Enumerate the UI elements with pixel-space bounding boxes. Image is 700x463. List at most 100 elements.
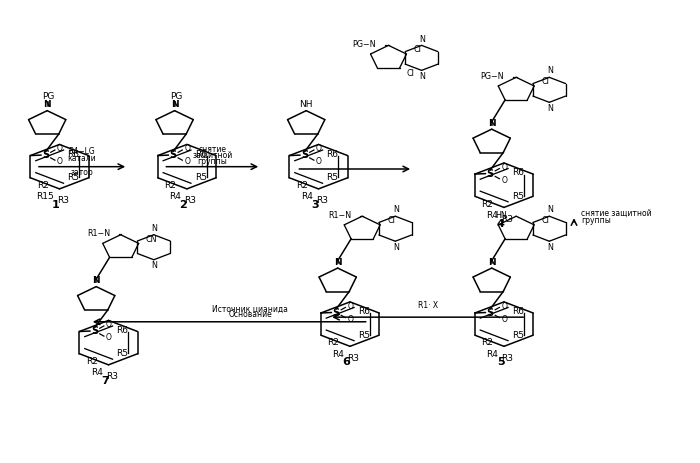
Text: Cl: Cl <box>414 45 421 54</box>
Text: S: S <box>301 150 309 160</box>
Text: N: N <box>393 206 399 214</box>
Text: O: O <box>316 144 322 153</box>
Text: Cl: Cl <box>406 69 414 78</box>
Text: PG−N: PG−N <box>480 72 503 81</box>
Text: R4: R4 <box>301 192 313 201</box>
Text: R5: R5 <box>195 173 207 182</box>
Text: R6: R6 <box>195 150 207 159</box>
Text: R5: R5 <box>116 349 129 358</box>
Text: N: N <box>419 35 425 44</box>
Text: R15: R15 <box>36 192 54 201</box>
Text: R5: R5 <box>326 173 339 182</box>
Text: Основание: Основание <box>228 311 272 319</box>
Text: N: N <box>488 258 496 267</box>
Text: R4: R4 <box>91 368 103 377</box>
Text: O: O <box>106 333 112 342</box>
Text: O: O <box>501 163 508 172</box>
Text: S: S <box>91 326 99 336</box>
Text: O: O <box>57 144 63 153</box>
Text: N: N <box>151 224 158 233</box>
Text: CN: CN <box>146 235 158 244</box>
Text: O: O <box>57 157 63 166</box>
Text: S: S <box>486 169 494 179</box>
Text: R1· X: R1· X <box>418 301 438 310</box>
Text: затор: затор <box>71 168 93 177</box>
Text: R6: R6 <box>326 150 339 159</box>
Text: Cl: Cl <box>541 77 550 86</box>
Text: R2: R2 <box>164 181 176 190</box>
Text: N: N <box>43 100 51 109</box>
Text: 7: 7 <box>101 376 109 386</box>
Text: NH: NH <box>299 100 312 109</box>
Text: O: O <box>501 314 508 324</box>
Text: R3: R3 <box>501 215 514 224</box>
Text: группы: группы <box>197 157 227 166</box>
Text: R3: R3 <box>347 354 360 363</box>
Text: R4: R4 <box>169 192 181 201</box>
Text: Источник цианида: Источник цианида <box>212 305 288 313</box>
Text: снятие защитной: снятие защитной <box>581 209 652 218</box>
Text: R4: R4 <box>486 211 498 219</box>
Text: S: S <box>169 150 177 160</box>
Text: N: N <box>334 258 342 267</box>
Text: N: N <box>488 119 496 128</box>
Text: группы: группы <box>581 216 610 225</box>
Text: PG: PG <box>43 93 55 101</box>
Text: N: N <box>92 276 100 285</box>
Text: R2: R2 <box>295 181 307 190</box>
Text: S: S <box>486 307 494 318</box>
Text: R3: R3 <box>57 196 69 205</box>
Text: 1: 1 <box>52 200 60 210</box>
Text: 2: 2 <box>179 200 188 210</box>
Text: R5: R5 <box>358 331 370 340</box>
Text: O: O <box>347 301 354 311</box>
Text: R5: R5 <box>512 192 524 201</box>
Text: N: N <box>151 261 158 270</box>
Text: S: S <box>332 307 340 318</box>
Text: R2: R2 <box>36 181 48 190</box>
Text: O: O <box>501 301 508 311</box>
Text: N: N <box>419 72 425 81</box>
Text: R6: R6 <box>512 168 524 177</box>
Text: R2: R2 <box>481 200 493 208</box>
Text: PG−N: PG−N <box>352 40 376 49</box>
Text: R6: R6 <box>512 307 524 316</box>
Text: R5: R5 <box>67 173 80 182</box>
Text: снятие: снятие <box>198 145 226 154</box>
Text: R3: R3 <box>316 196 328 205</box>
Text: защитной: защитной <box>192 151 232 160</box>
Text: R2: R2 <box>85 357 97 366</box>
Text: 4: 4 <box>496 219 505 229</box>
Text: N: N <box>547 206 553 214</box>
Text: R6: R6 <box>358 307 370 316</box>
Text: R3: R3 <box>106 372 118 381</box>
Text: N: N <box>547 243 553 251</box>
Text: O: O <box>106 320 112 329</box>
Text: R3: R3 <box>184 196 197 205</box>
Text: R6: R6 <box>116 325 129 335</box>
Text: R4−LG: R4−LG <box>69 147 95 156</box>
Text: N: N <box>547 104 553 113</box>
Text: N: N <box>393 243 399 251</box>
Text: R5: R5 <box>512 331 524 340</box>
Text: PG: PG <box>170 93 182 101</box>
Text: O: O <box>184 157 190 166</box>
Text: N: N <box>547 67 553 75</box>
Text: S: S <box>42 150 50 160</box>
Text: R4: R4 <box>332 350 344 358</box>
Text: O: O <box>184 144 190 153</box>
Text: Cl: Cl <box>541 216 550 225</box>
Text: Cl: Cl <box>387 216 395 225</box>
Text: 3: 3 <box>312 200 318 210</box>
Text: O: O <box>316 157 322 166</box>
Text: R6: R6 <box>67 150 80 159</box>
Text: HN: HN <box>496 211 507 220</box>
Text: R1−N: R1−N <box>87 229 110 238</box>
Text: R4: R4 <box>486 350 498 358</box>
Text: 5: 5 <box>497 357 504 368</box>
Text: катали: катали <box>68 154 97 163</box>
Text: R2: R2 <box>327 338 339 347</box>
Text: R1−N: R1−N <box>328 211 351 220</box>
Text: R2: R2 <box>481 338 493 347</box>
Text: O: O <box>501 175 508 185</box>
